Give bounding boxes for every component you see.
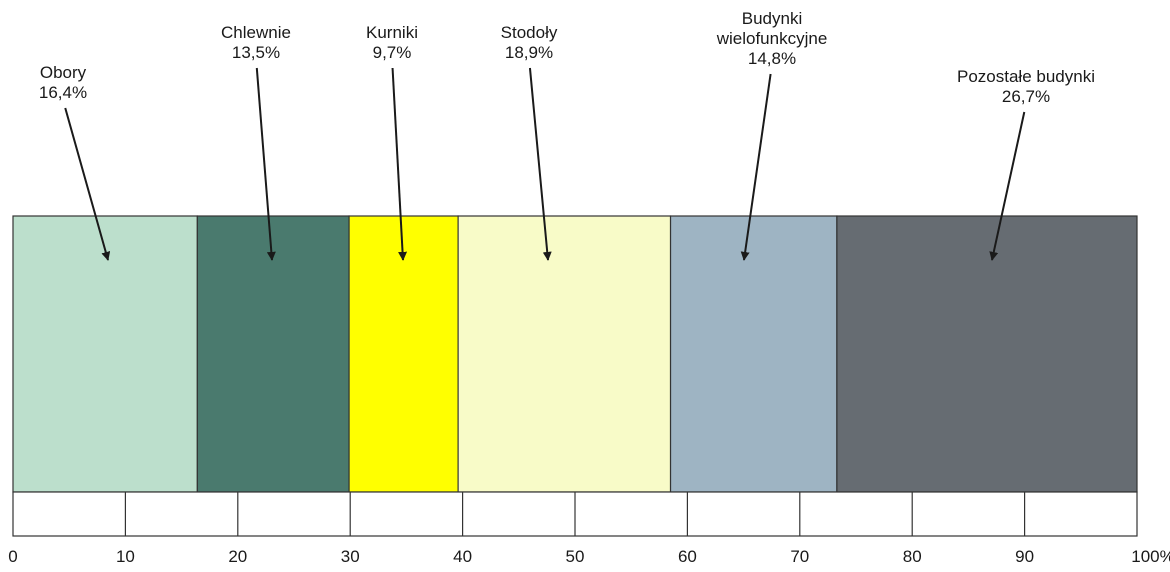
segment-label-5: Budynki wielofunkcyjne 14,8% (716, 9, 828, 68)
tick-label: 0 (8, 547, 17, 566)
bar-segment-2 (196, 215, 350, 493)
tick-label: 90 (1015, 547, 1034, 566)
tick-label: 40 (453, 547, 472, 566)
tick-label: 100% (1131, 547, 1170, 566)
tick-label: 20 (228, 547, 247, 566)
tick-label: 60 (678, 547, 697, 566)
callout-arrow-6 (989, 111, 1026, 261)
segment-labels: Obory 16,4% Chlewnie 13,5% Kurniki 9,7% Stodoł… (39, 9, 1095, 261)
bar-segment-5 (669, 215, 838, 493)
tick-label: 30 (341, 547, 360, 566)
tick-label: 50 (566, 547, 585, 566)
bar-segment-4 (457, 215, 672, 493)
tick-label: 80 (903, 547, 922, 566)
callout-arrow-4 (528, 67, 552, 261)
bar-segment-6 (836, 215, 1138, 493)
callout-arrow-5 (740, 73, 772, 261)
callout-arrow-2 (255, 67, 276, 261)
callout-arrow-3 (391, 67, 408, 261)
tick-label: 10 (116, 547, 135, 566)
x-axis: 0 10 20 30 40 50 60 70 80 90 100% (8, 491, 1170, 566)
segment-label-4: Stodoły 18,9% (501, 23, 558, 62)
segment-label-3: Kurniki 9,7% (366, 23, 418, 62)
bar-segments (12, 215, 1138, 493)
bar-segment-1 (12, 215, 198, 493)
callout-arrow-1 (64, 107, 111, 261)
segment-label-6: Pozostałe budynki 26,7% (957, 67, 1095, 106)
bar-segment-3 (348, 215, 459, 493)
tick-label: 70 (790, 547, 809, 566)
segment-label-1: Obory 16,4% (39, 63, 87, 102)
segment-label-2: Chlewnie 13,5% (221, 23, 291, 62)
